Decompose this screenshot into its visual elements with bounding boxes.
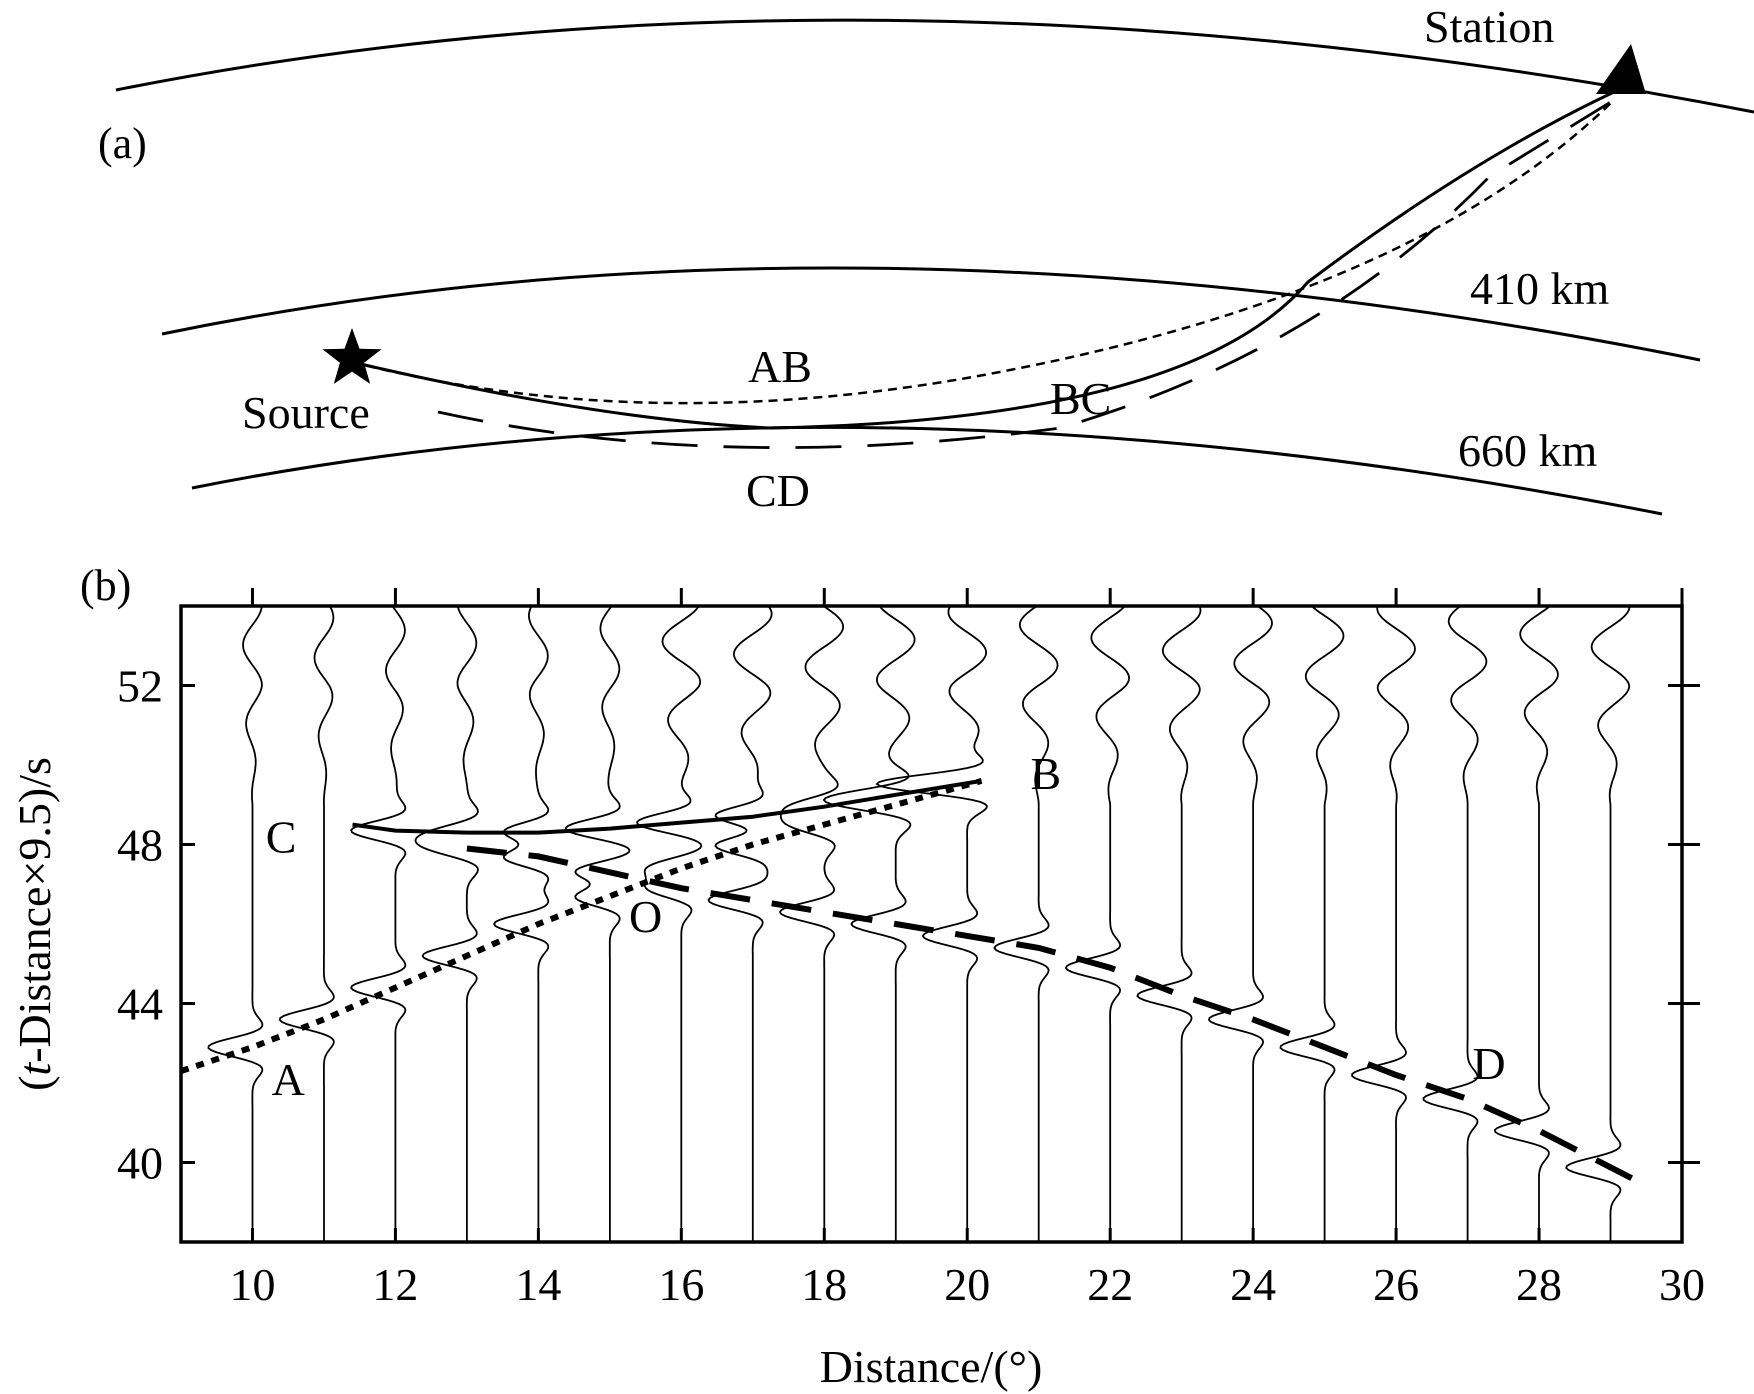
station-triangle-icon	[1596, 44, 1646, 94]
station-label: Station	[1424, 1, 1554, 52]
panel-b-label: (b)	[80, 561, 131, 610]
branch-point-label: B	[1031, 748, 1062, 799]
y-axis: 40 44 48 52	[117, 661, 1700, 1189]
seismogram-trace	[636, 606, 703, 1242]
x-tick-label: 24	[1230, 1259, 1276, 1310]
earth-surface-curve	[115, 18, 1754, 114]
layer-410-label: 410 km	[1470, 263, 1610, 314]
y-axis-title-rest: -Distance×9.5)/s	[9, 757, 60, 1063]
branch-cd-label: CD	[746, 465, 810, 516]
y-axis-title-open: (	[9, 1076, 60, 1091]
x-tick-label: 30	[1659, 1259, 1705, 1310]
ray-path-ab	[351, 99, 1615, 405]
y-tick-label: 44	[117, 979, 163, 1030]
seismogram-trace	[993, 606, 1059, 1242]
x-tick-label: 18	[801, 1259, 847, 1310]
layer-660-label: 660 km	[1458, 425, 1598, 476]
x-tick-label: 22	[1087, 1259, 1133, 1310]
x-tick-label: 14	[515, 1259, 561, 1310]
x-axis: 10 12 14 16 18 20 22 24 26 28 30	[229, 588, 1705, 1310]
record-section-panel: (b) 10 12 14 16 18 20 22 24 26 28 30 40 44 48 52 A B C D…	[9, 561, 1705, 1392]
seismogram-trace	[1493, 606, 1559, 1242]
branch-ab-label: AB	[748, 341, 812, 392]
branch-point-label: A	[272, 1054, 305, 1105]
y-axis-title-italic: t	[9, 1062, 60, 1076]
traveltime-branches	[181, 778, 1634, 1182]
branch-point-label: O	[629, 891, 662, 942]
discontinuity-660-curve	[191, 425, 1663, 516]
seismogram-trace	[822, 606, 916, 1242]
ray-path-bc	[351, 90, 1615, 430]
seismogram-trace	[207, 606, 264, 1242]
seismogram-trace	[1351, 606, 1416, 1242]
x-tick-label: 10	[229, 1259, 275, 1310]
branch-point-label: C	[266, 812, 297, 863]
x-tick-label: 12	[372, 1259, 418, 1310]
seismogram-traces	[207, 606, 1631, 1242]
discontinuity-410-curve	[161, 266, 1701, 362]
seismogram-trace	[278, 606, 335, 1242]
panel-a-label: (a)	[98, 119, 147, 168]
seismogram-trace	[1422, 606, 1488, 1242]
x-tick-label: 26	[1373, 1259, 1419, 1310]
seismogram-trace	[1136, 606, 1202, 1242]
plot-frame	[179, 604, 1684, 1244]
branch-bc-label: BC	[1050, 373, 1111, 424]
x-tick-label: 16	[658, 1259, 704, 1310]
seismogram-trace	[875, 606, 988, 1242]
x-tick-label: 20	[944, 1259, 990, 1310]
y-axis-title: (t-Distance×9.5)/s	[9, 757, 60, 1091]
x-axis-title: Distance/(°)	[820, 1341, 1043, 1392]
x-tick-label: 28	[1516, 1259, 1562, 1310]
branch-line-cb	[352, 778, 982, 835]
seismogram-trace	[707, 606, 773, 1242]
seismogram-trace	[1064, 606, 1131, 1242]
ray-diagram-panel: (a) Station Source 410 km 660 km AB BC C…	[98, 1, 1754, 516]
seismogram-trace	[778, 606, 844, 1242]
branch-point-label: D	[1472, 1038, 1505, 1089]
branch-annotations: A B C D O	[266, 748, 1506, 1105]
seismogram-trace	[1207, 606, 1273, 1242]
seismogram-trace	[1279, 606, 1345, 1242]
source-star-icon	[322, 328, 382, 384]
y-tick-label: 48	[117, 820, 163, 871]
branch-line-cd	[466, 845, 1634, 1182]
source-label: Source	[242, 387, 370, 438]
seismogram-trace	[564, 606, 631, 1242]
seismogram-trace	[1565, 606, 1631, 1242]
seismogram-trace	[350, 606, 407, 1242]
seismogram-trace	[414, 606, 479, 1242]
y-tick-label: 40	[117, 1138, 163, 1189]
y-tick-label: 52	[117, 661, 163, 712]
seismogram-trace	[493, 606, 550, 1242]
ray-path-cd	[437, 98, 1615, 449]
